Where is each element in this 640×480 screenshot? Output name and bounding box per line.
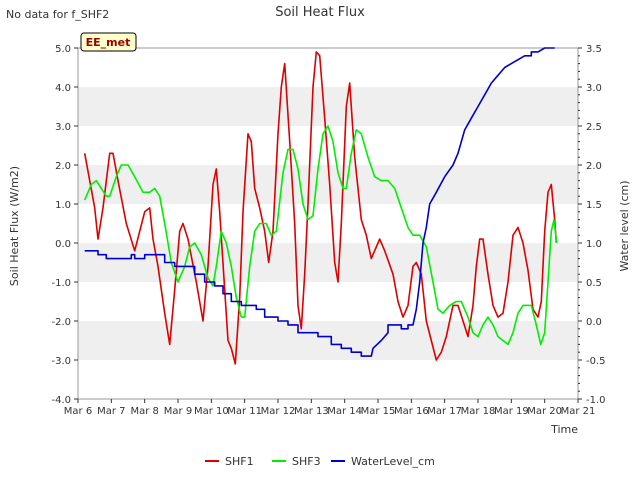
x-tick-label: Mar 10: [194, 406, 229, 417]
x-tick-label: Mar 7: [97, 406, 125, 417]
x-tick-label: Mar 13: [294, 406, 329, 417]
plot-area-frame: [77, 47, 579, 400]
right-y-tick-label: 3.5: [586, 44, 602, 55]
left-y-axis-label: Soil Heat Flux (W/m2): [8, 166, 21, 286]
left-y-tick-label: 3.0: [55, 122, 71, 133]
legend-label-shf3: SHF3: [292, 455, 321, 468]
series-line-waterlevel-cm: [84, 47, 555, 357]
series-line-shf3: [83, 125, 558, 346]
x-tick-label: Mar 6: [64, 406, 92, 417]
x-tick-label: Mar 16: [394, 406, 429, 417]
series-line-shf1: [83, 51, 558, 365]
right-y-tick-label: -1.0: [586, 395, 606, 406]
left-y-tick-label: -4.0: [51, 395, 71, 406]
no-data-note: No data for f_SHF2: [6, 8, 109, 21]
x-tick-label: Mar 12: [261, 406, 296, 417]
x-tick-label: Mar 19: [494, 406, 529, 417]
legend: SHF1 SHF3 WaterLevel_cm: [205, 455, 435, 468]
x-tick-label: Mar 20: [527, 406, 562, 417]
right-y-tick-label: -0.5: [586, 356, 606, 367]
right-y-tick-label: 1.0: [586, 239, 602, 250]
right-y-tick-label: 1.5: [586, 200, 602, 211]
site-badge: EE_met: [80, 32, 137, 52]
left-y-tick-label: 2.0: [55, 161, 71, 172]
series-layer: [83, 47, 558, 365]
chart-title: Soil Heat Flux: [275, 5, 365, 20]
left-y-tick-label: -3.0: [51, 356, 71, 367]
right-y-tick-label: 3.0: [586, 83, 602, 94]
x-tick-label: Mar 17: [427, 406, 462, 417]
right-y-tick-label: 0.5: [586, 278, 602, 289]
left-y-tick-label: 1.0: [55, 200, 71, 211]
legend-label-waterlevel-cm: WaterLevel_cm: [351, 455, 435, 468]
left-y-tick-label: 5.0: [55, 44, 71, 55]
site-badge-label: EE_met: [86, 36, 131, 49]
right-y-tick-label: 2.0: [586, 161, 602, 172]
right-y-tick-label: 0.0: [586, 317, 602, 328]
grid-band: [78, 243, 578, 282]
x-tick-label: Mar 11: [227, 406, 262, 417]
x-axis-label: Time: [550, 423, 578, 436]
left-y-tick-label: 0.0: [55, 239, 71, 250]
x-tick-label: Mar 21: [561, 406, 596, 417]
x-tick-label: Mar 15: [361, 406, 396, 417]
right-y-axis-label: Water level (cm): [618, 180, 631, 271]
x-tick-label: Mar 8: [130, 406, 158, 417]
grid-band: [78, 87, 578, 126]
left-y-tick-label: -2.0: [51, 317, 71, 328]
x-tick-label: Mar 18: [461, 406, 496, 417]
left-y-tick-label: -1.0: [51, 278, 71, 289]
left-y-tick-label: 4.0: [55, 83, 71, 94]
legend-label-shf1: SHF1: [225, 455, 254, 468]
x-tick-label: Mar 14: [327, 406, 362, 417]
site-badge-box: [80, 32, 137, 52]
x-tick-label: Mar 9: [164, 406, 192, 417]
right-y-tick-label: 2.5: [586, 122, 602, 133]
